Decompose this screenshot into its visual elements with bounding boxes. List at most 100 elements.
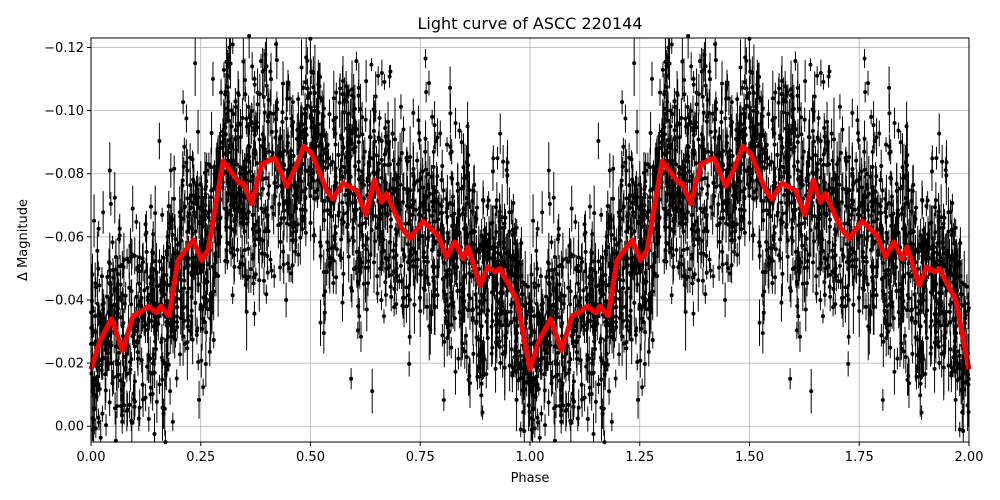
data-point bbox=[822, 280, 827, 285]
data-point bbox=[343, 193, 348, 198]
data-point bbox=[844, 191, 849, 196]
data-point bbox=[642, 361, 647, 366]
data-point bbox=[160, 212, 165, 217]
data-point bbox=[918, 393, 923, 398]
data-point bbox=[402, 254, 407, 259]
data-point bbox=[363, 265, 368, 270]
data-point bbox=[788, 288, 793, 293]
data-point bbox=[459, 140, 464, 145]
data-point bbox=[191, 177, 196, 182]
data-point bbox=[501, 159, 506, 164]
data-point bbox=[921, 285, 926, 290]
data-point bbox=[957, 427, 962, 432]
data-point bbox=[687, 179, 692, 184]
data-point bbox=[455, 288, 460, 293]
data-point bbox=[870, 184, 875, 189]
data-point bbox=[500, 215, 505, 220]
data-point bbox=[641, 294, 646, 299]
data-point bbox=[153, 211, 158, 216]
data-point bbox=[936, 339, 941, 344]
data-point bbox=[209, 165, 214, 170]
data-point bbox=[305, 86, 310, 91]
data-point bbox=[415, 257, 420, 262]
data-point bbox=[828, 272, 833, 277]
data-point bbox=[323, 151, 328, 156]
data-point bbox=[392, 305, 397, 310]
data-point bbox=[118, 264, 123, 269]
data-point bbox=[742, 80, 747, 85]
data-point bbox=[612, 237, 617, 242]
data-point bbox=[331, 281, 336, 286]
data-point bbox=[946, 229, 951, 234]
data-point bbox=[93, 426, 98, 431]
data-point bbox=[248, 169, 253, 174]
data-point bbox=[449, 345, 454, 350]
data-point bbox=[498, 306, 503, 311]
data-point bbox=[474, 305, 479, 310]
data-point bbox=[714, 184, 719, 189]
data-point bbox=[326, 156, 331, 161]
data-point bbox=[737, 235, 742, 240]
data-point bbox=[906, 271, 911, 276]
data-point bbox=[831, 305, 836, 310]
data-point bbox=[507, 229, 512, 234]
data-point bbox=[204, 330, 209, 335]
data-point bbox=[620, 216, 625, 221]
data-point bbox=[241, 59, 246, 64]
data-point bbox=[398, 157, 403, 162]
data-point bbox=[168, 389, 173, 394]
data-point bbox=[497, 339, 502, 344]
data-point bbox=[406, 221, 411, 226]
data-point bbox=[157, 382, 162, 387]
data-point bbox=[703, 176, 708, 181]
data-point bbox=[624, 196, 629, 201]
data-point bbox=[643, 330, 648, 335]
data-point bbox=[211, 337, 216, 342]
data-point bbox=[118, 315, 123, 320]
data-point bbox=[502, 365, 507, 370]
data-point bbox=[509, 347, 514, 352]
data-point bbox=[264, 176, 269, 181]
data-point bbox=[637, 182, 642, 187]
data-point bbox=[828, 294, 833, 299]
data-point bbox=[692, 272, 697, 277]
data-point bbox=[599, 212, 604, 217]
data-point bbox=[770, 281, 775, 286]
data-point bbox=[389, 272, 394, 277]
data-point bbox=[435, 135, 440, 140]
data-point bbox=[268, 69, 273, 74]
data-point bbox=[479, 347, 484, 352]
data-point bbox=[162, 361, 167, 366]
data-point bbox=[129, 357, 134, 362]
data-point bbox=[576, 334, 581, 339]
data-point bbox=[274, 42, 279, 47]
data-point bbox=[260, 177, 265, 182]
data-point bbox=[747, 194, 752, 199]
data-point bbox=[439, 178, 444, 183]
data-point bbox=[613, 320, 618, 325]
data-point bbox=[266, 191, 271, 196]
data-point bbox=[843, 285, 848, 290]
data-point bbox=[121, 321, 126, 326]
data-point bbox=[248, 179, 253, 184]
data-point bbox=[705, 191, 710, 196]
data-point bbox=[773, 90, 778, 95]
data-point bbox=[822, 125, 827, 130]
data-point bbox=[174, 320, 179, 325]
data-point bbox=[221, 67, 226, 72]
data-point bbox=[852, 207, 857, 212]
data-point bbox=[795, 85, 800, 90]
data-point bbox=[366, 259, 371, 264]
data-point bbox=[481, 355, 486, 360]
data-point bbox=[669, 293, 674, 298]
data-point bbox=[328, 162, 333, 167]
data-point bbox=[230, 293, 235, 298]
data-point bbox=[142, 288, 147, 293]
data-point bbox=[291, 154, 296, 159]
data-point bbox=[190, 337, 195, 342]
data-point bbox=[303, 80, 308, 85]
data-point bbox=[404, 285, 409, 290]
data-point bbox=[476, 266, 481, 271]
data-point bbox=[263, 207, 268, 212]
data-point bbox=[683, 309, 688, 314]
